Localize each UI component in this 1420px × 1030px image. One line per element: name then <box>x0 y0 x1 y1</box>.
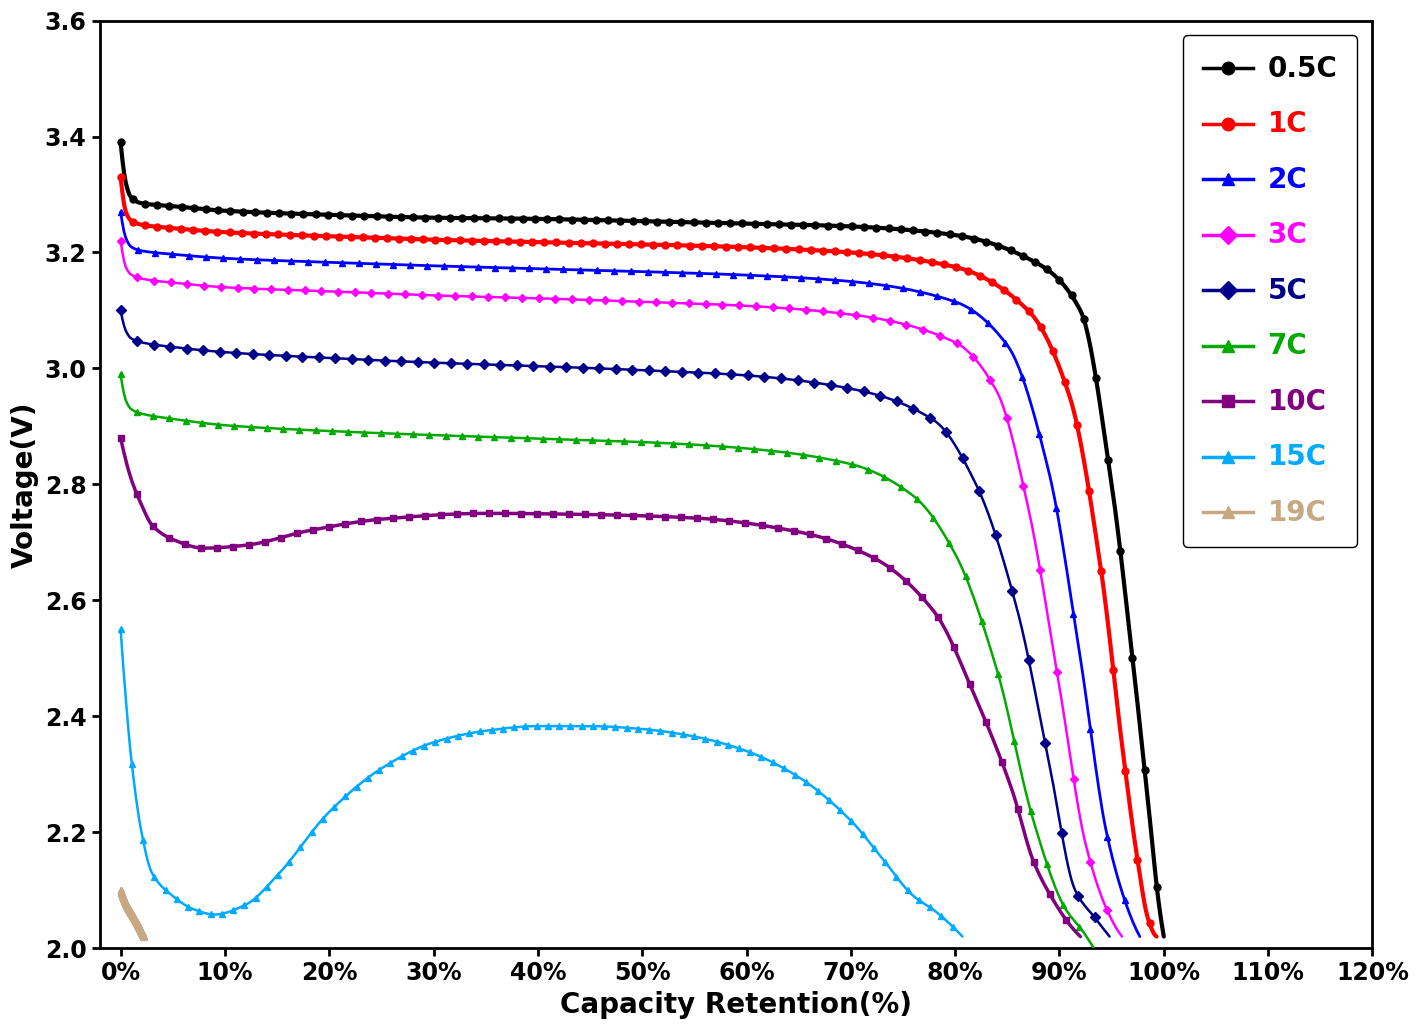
0.5C <box>584 214 601 227</box>
10C <box>283 528 300 541</box>
7C <box>362 426 379 439</box>
3C <box>565 294 582 306</box>
Line: 3C: 3C <box>118 238 1125 939</box>
2C <box>293 255 310 268</box>
5C <box>694 367 711 379</box>
3C <box>866 312 883 324</box>
Line: 2C: 2C <box>116 208 1143 940</box>
7C <box>686 439 703 451</box>
Y-axis label: Voltage(V): Voltage(V) <box>11 401 40 568</box>
15C <box>261 878 278 890</box>
2C <box>1132 930 1149 942</box>
Line: 5C: 5C <box>116 307 1113 940</box>
15C <box>674 728 692 741</box>
2C <box>574 264 591 276</box>
0.5C <box>897 224 914 236</box>
0.5C <box>381 210 398 222</box>
7C <box>284 423 301 436</box>
19C <box>112 884 129 896</box>
7C <box>845 458 862 471</box>
Line: 15C: 15C <box>118 626 966 939</box>
Line: 7C: 7C <box>116 371 1098 952</box>
19C <box>135 930 152 942</box>
10C <box>359 514 376 526</box>
15C <box>328 798 345 811</box>
1C <box>1147 930 1164 942</box>
7C <box>552 434 569 446</box>
1C <box>804 244 821 256</box>
1C <box>581 237 598 249</box>
Line: 10C: 10C <box>116 435 1083 940</box>
10C <box>835 539 852 551</box>
3C <box>290 284 307 297</box>
3C <box>781 303 798 315</box>
0.5C <box>297 208 314 220</box>
15C <box>493 723 510 735</box>
19C <box>116 895 133 907</box>
1C <box>295 230 312 242</box>
19C <box>122 906 139 919</box>
Line: 19C: 19C <box>116 887 148 940</box>
0.5C <box>112 136 129 148</box>
19C <box>129 919 146 931</box>
10C <box>112 432 129 444</box>
19C <box>118 899 135 912</box>
19C <box>125 912 142 924</box>
7C <box>1085 942 1102 955</box>
7C <box>763 445 780 457</box>
15C <box>746 748 763 760</box>
10C <box>1072 930 1089 942</box>
1C <box>892 251 909 264</box>
Legend: 0.5C, 1C, 2C, 3C, 5C, 7C, 10C, 15C, 19C: 0.5C, 1C, 2C, 3C, 5C, 7C, 10C, 15C, 19C <box>1183 35 1358 547</box>
5C <box>112 304 129 316</box>
3C <box>112 235 129 247</box>
10C <box>753 519 770 531</box>
Line: 1C: 1C <box>116 174 1160 940</box>
2C <box>112 206 129 218</box>
19C <box>128 915 145 927</box>
2C <box>713 268 730 280</box>
5C <box>856 385 873 398</box>
5C <box>366 354 383 367</box>
2C <box>879 280 896 293</box>
10C <box>677 512 694 524</box>
5C <box>287 350 304 363</box>
10C <box>547 508 564 520</box>
0.5C <box>727 217 744 230</box>
15C <box>954 930 971 942</box>
3C <box>1113 930 1130 942</box>
Line: 0.5C: 0.5C <box>116 139 1167 940</box>
3C <box>369 287 386 300</box>
0.5C <box>809 219 826 232</box>
15C <box>608 721 625 733</box>
5C <box>772 372 790 384</box>
1C <box>112 171 129 183</box>
X-axis label: Capacity Retention(%): Capacity Retention(%) <box>559 991 912 1019</box>
5C <box>1100 930 1118 942</box>
7C <box>112 368 129 380</box>
1C <box>723 241 740 253</box>
15C <box>112 623 129 636</box>
1C <box>378 232 395 244</box>
2C <box>792 272 809 284</box>
5C <box>559 362 577 374</box>
3C <box>703 298 720 310</box>
0.5C <box>1156 930 1173 942</box>
2C <box>373 259 391 271</box>
